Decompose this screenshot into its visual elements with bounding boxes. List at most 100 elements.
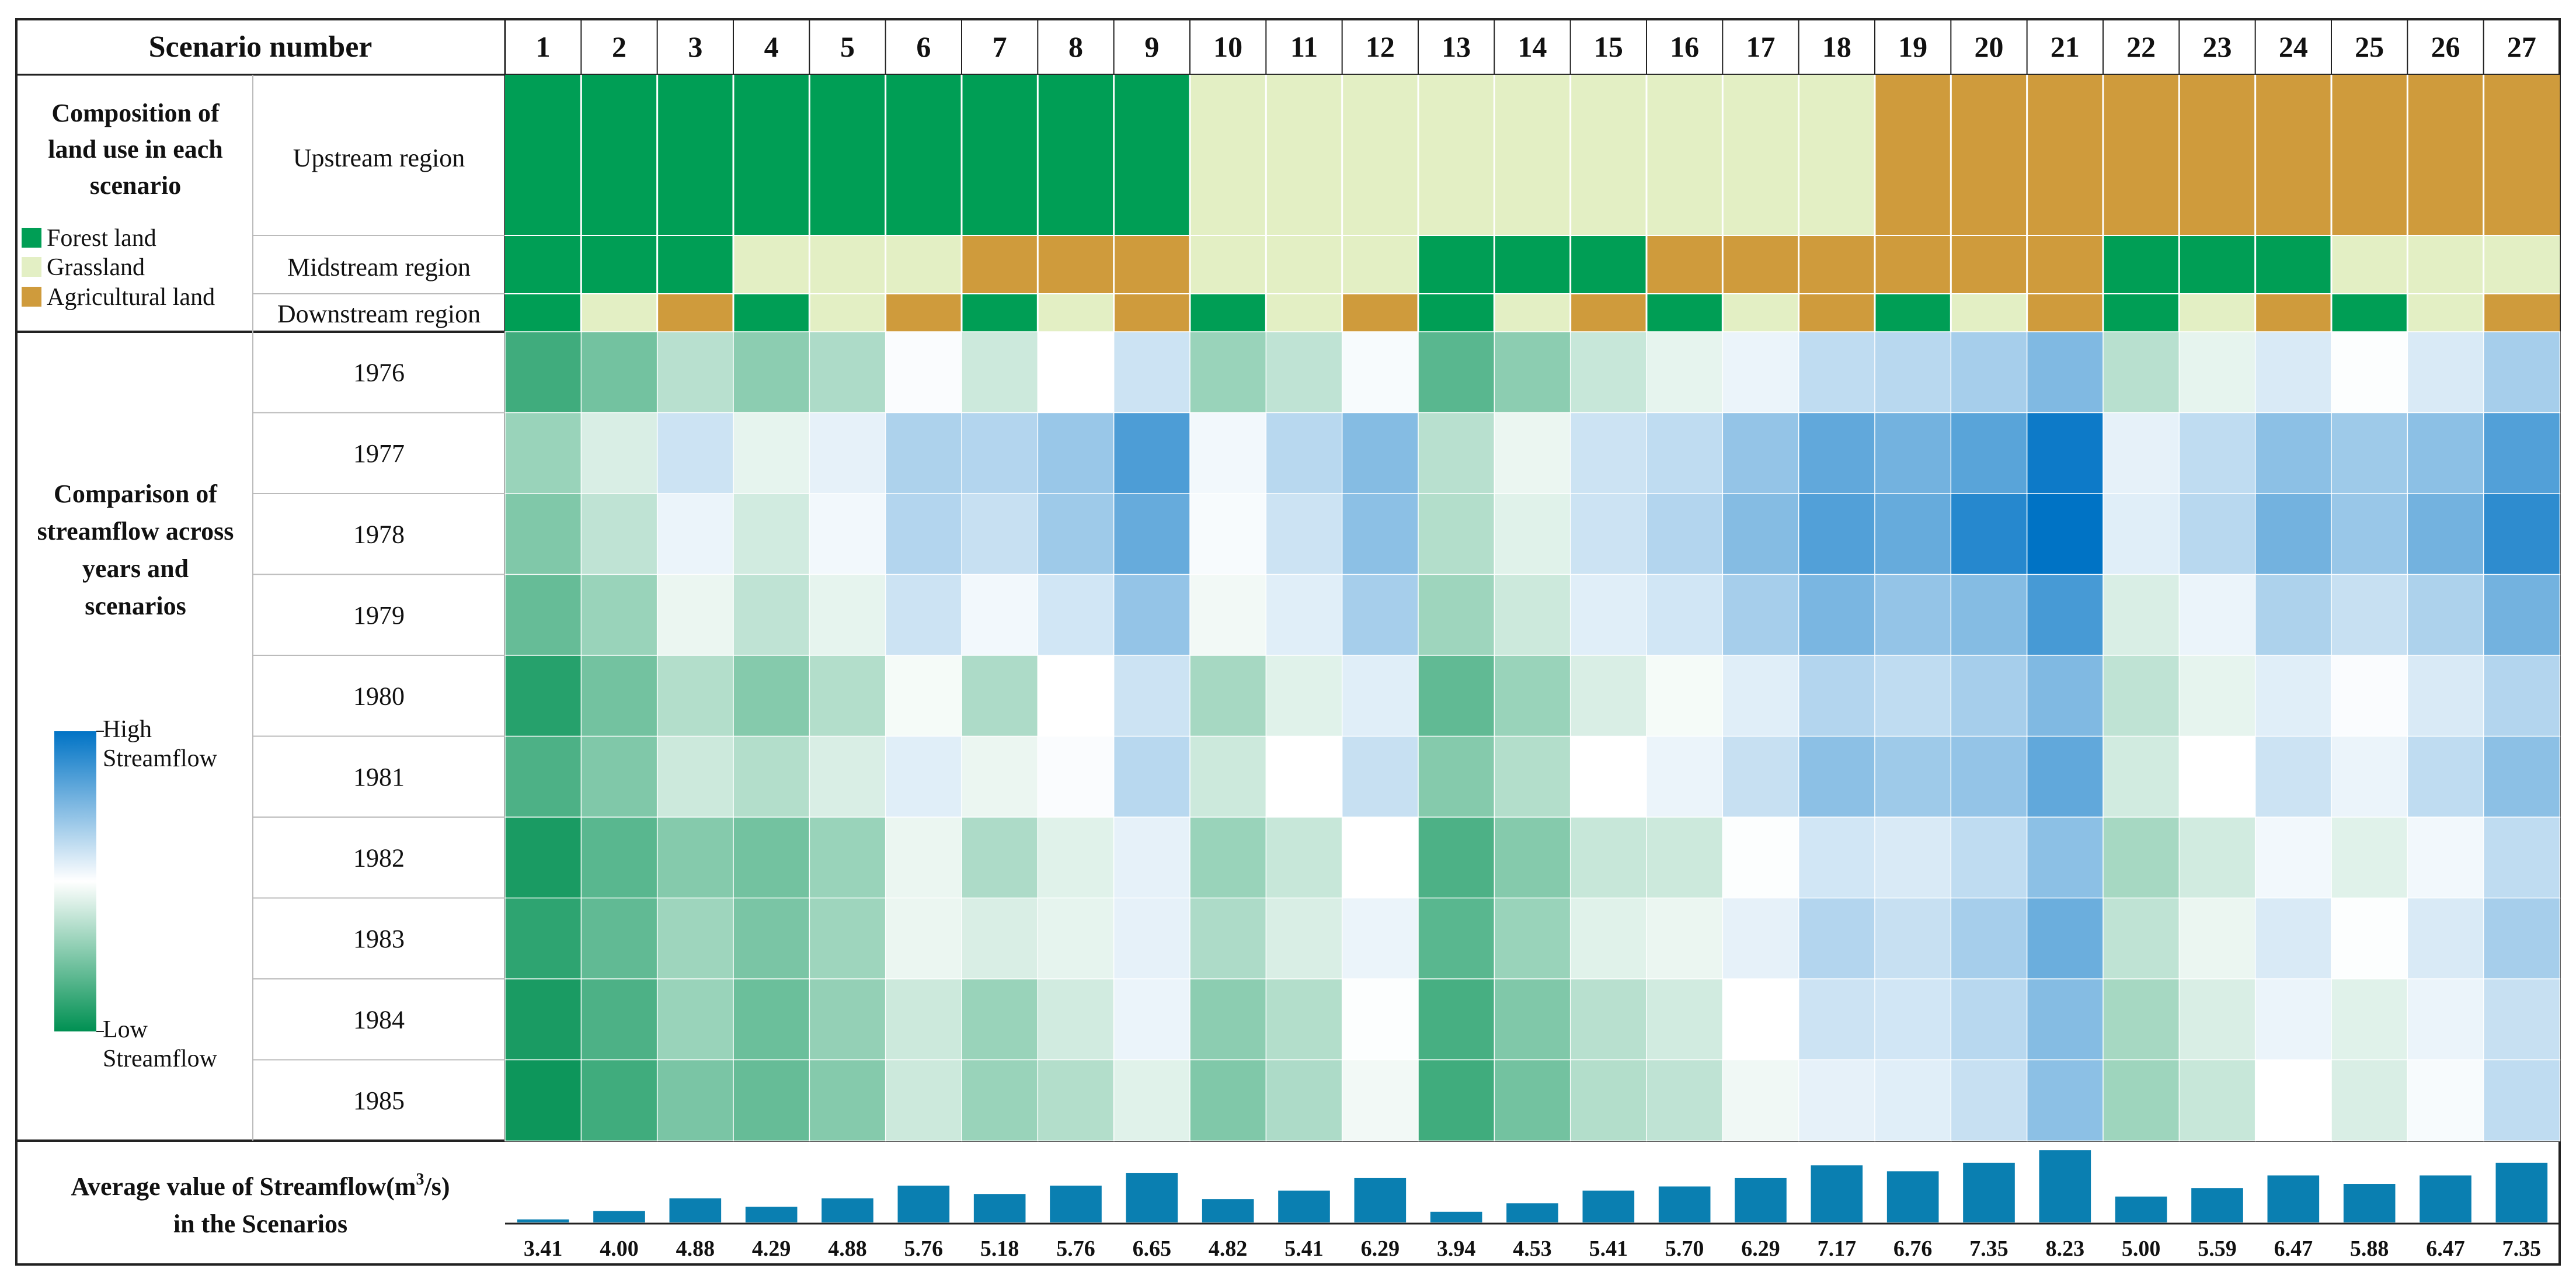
heat-cell-1980-s21 <box>2026 655 2104 737</box>
average-value-label-3: 4.88 <box>676 1236 715 1261</box>
heat-cell-1981-s27 <box>2483 735 2561 818</box>
heat-cell-1983-s5 <box>809 897 886 980</box>
land-use-cell-26-upstream <box>2407 75 2484 235</box>
legend-label-agricultural: Agricultural land <box>47 284 215 311</box>
average-value-label-8: 5.76 <box>1056 1236 1095 1261</box>
heat-cell-1982-s14 <box>1494 817 1571 899</box>
land-use-cell-6-upstream <box>885 75 962 235</box>
heat-cell-1980-s9 <box>1113 655 1191 737</box>
heat-cell-1985-s2 <box>580 1059 658 1142</box>
average-bar-14 <box>1506 1203 1558 1222</box>
heat-cell-1983-s19 <box>1874 897 1952 980</box>
land-use-cell-22-upstream <box>2103 75 2180 235</box>
heat-cell-1978-s14 <box>1494 493 1571 575</box>
average-value-label-5: 4.88 <box>828 1236 867 1261</box>
year-label-1984: 1984 <box>353 1005 405 1034</box>
heat-cell-1976-s9 <box>1113 331 1191 414</box>
scenario-number-15: 15 <box>1594 30 1623 63</box>
heat-cell-1977-s23 <box>2178 412 2256 495</box>
heat-cell-1985-s6 <box>885 1059 963 1142</box>
scenario-number-6: 6 <box>916 30 931 63</box>
land-use-cell-14-midstream <box>1494 235 1571 294</box>
heat-cell-1980-s14 <box>1494 655 1571 737</box>
scenario-number-18: 18 <box>1822 30 1851 63</box>
heat-cell-1984-s23 <box>2178 978 2256 1061</box>
land-use-cell-1-upstream <box>505 75 582 235</box>
average-value-label-4: 4.29 <box>752 1236 791 1261</box>
heat-cell-1981-s16 <box>1646 735 1724 818</box>
heat-cell-1982-s6 <box>885 817 963 899</box>
land-use-cell-13-upstream <box>1418 75 1495 235</box>
heat-cell-1983-s12 <box>1341 897 1419 980</box>
year-label-1985: 1985 <box>353 1086 405 1115</box>
scenario-number-24: 24 <box>2279 30 2308 63</box>
land-use-cell-21-upstream <box>2027 75 2104 235</box>
heat-cell-1981-s21 <box>2026 735 2104 818</box>
average-value-label-25: 5.88 <box>2350 1236 2389 1261</box>
heat-cell-1983-s17 <box>1722 897 1799 980</box>
streamflow-color-scale <box>54 731 96 1031</box>
heat-cell-1985-s20 <box>1950 1059 2028 1142</box>
heat-cell-1980-s7 <box>961 655 1039 737</box>
scale-label-low-1: Low <box>103 1016 148 1043</box>
heat-cell-1984-s1 <box>504 978 582 1061</box>
heat-cell-1981-s19 <box>1874 735 1952 818</box>
heat-cell-1980-s3 <box>656 655 734 737</box>
heat-cell-1985-s8 <box>1037 1059 1115 1142</box>
average-bar-23 <box>2191 1188 2243 1222</box>
heat-cell-1982-s16 <box>1646 817 1724 899</box>
heat-cell-1984-s20 <box>1950 978 2028 1061</box>
heat-cell-1985-s18 <box>1798 1059 1876 1142</box>
heatmap-title-line-2: streamflow across <box>37 517 234 546</box>
heat-cell-1978-s19 <box>1874 493 1952 575</box>
average-bar-10 <box>1202 1199 1254 1222</box>
heat-cell-1977-s9 <box>1113 412 1191 495</box>
average-bar-24 <box>2267 1175 2320 1222</box>
heat-cell-1978-s7 <box>961 493 1039 575</box>
heat-cell-1982-s21 <box>2026 817 2104 899</box>
heat-cell-1982-s3 <box>656 817 734 899</box>
land-use-cell-10-midstream <box>1190 235 1266 294</box>
scenario-number-17: 17 <box>1746 30 1776 63</box>
heat-cell-1976-s18 <box>1798 331 1876 414</box>
heat-cell-1977-s17 <box>1722 412 1799 495</box>
average-bar-15 <box>1582 1190 1635 1222</box>
land-use-cell-14-upstream <box>1494 75 1571 235</box>
scenario-number-4: 4 <box>764 30 779 63</box>
heat-cell-1976-s14 <box>1494 331 1571 414</box>
heat-cell-1982-s26 <box>2407 817 2484 899</box>
heat-cell-1976-s16 <box>1646 331 1724 414</box>
year-label-1981: 1981 <box>353 763 405 791</box>
heat-cell-1980-s8 <box>1037 655 1115 737</box>
land-use-cell-22-downstream <box>2103 294 2180 332</box>
land-use-composition <box>505 75 2560 332</box>
land-use-cell-15-midstream <box>1570 235 1647 294</box>
heat-cell-1979-s25 <box>2331 574 2408 656</box>
heat-cell-1977-s4 <box>733 412 810 495</box>
land-use-cell-24-midstream <box>2255 235 2332 294</box>
heat-cell-1985-s24 <box>2254 1059 2333 1142</box>
heat-cell-1979-s18 <box>1798 574 1876 656</box>
heat-cell-1985-s16 <box>1646 1059 1724 1142</box>
heat-cell-1984-s6 <box>885 978 963 1061</box>
heat-cell-1983-s21 <box>2026 897 2104 980</box>
heat-cell-1983-s11 <box>1265 897 1343 980</box>
scenario-number-16: 16 <box>1670 30 1699 63</box>
land-use-cell-8-midstream <box>1038 235 1115 294</box>
year-label-1978: 1978 <box>353 520 405 548</box>
heatmap-title-line-3: years and <box>82 554 189 583</box>
heat-cell-1979-s27 <box>2483 574 2561 656</box>
land-use-cell-9-downstream <box>1113 294 1190 332</box>
heat-cell-1984-s8 <box>1037 978 1115 1061</box>
heat-cell-1985-s14 <box>1494 1059 1571 1142</box>
heat-cell-1983-s4 <box>733 897 810 980</box>
land-use-cell-2-downstream <box>581 294 658 332</box>
average-bar-18 <box>1811 1165 1863 1222</box>
average-bar-26 <box>2420 1175 2471 1222</box>
year-label-1976: 1976 <box>353 358 405 387</box>
heat-cell-1985-s25 <box>2331 1059 2408 1142</box>
average-bar-20 <box>1963 1162 2015 1222</box>
heat-cell-1985-s22 <box>2102 1059 2180 1142</box>
heat-cell-1980-s27 <box>2483 655 2561 737</box>
